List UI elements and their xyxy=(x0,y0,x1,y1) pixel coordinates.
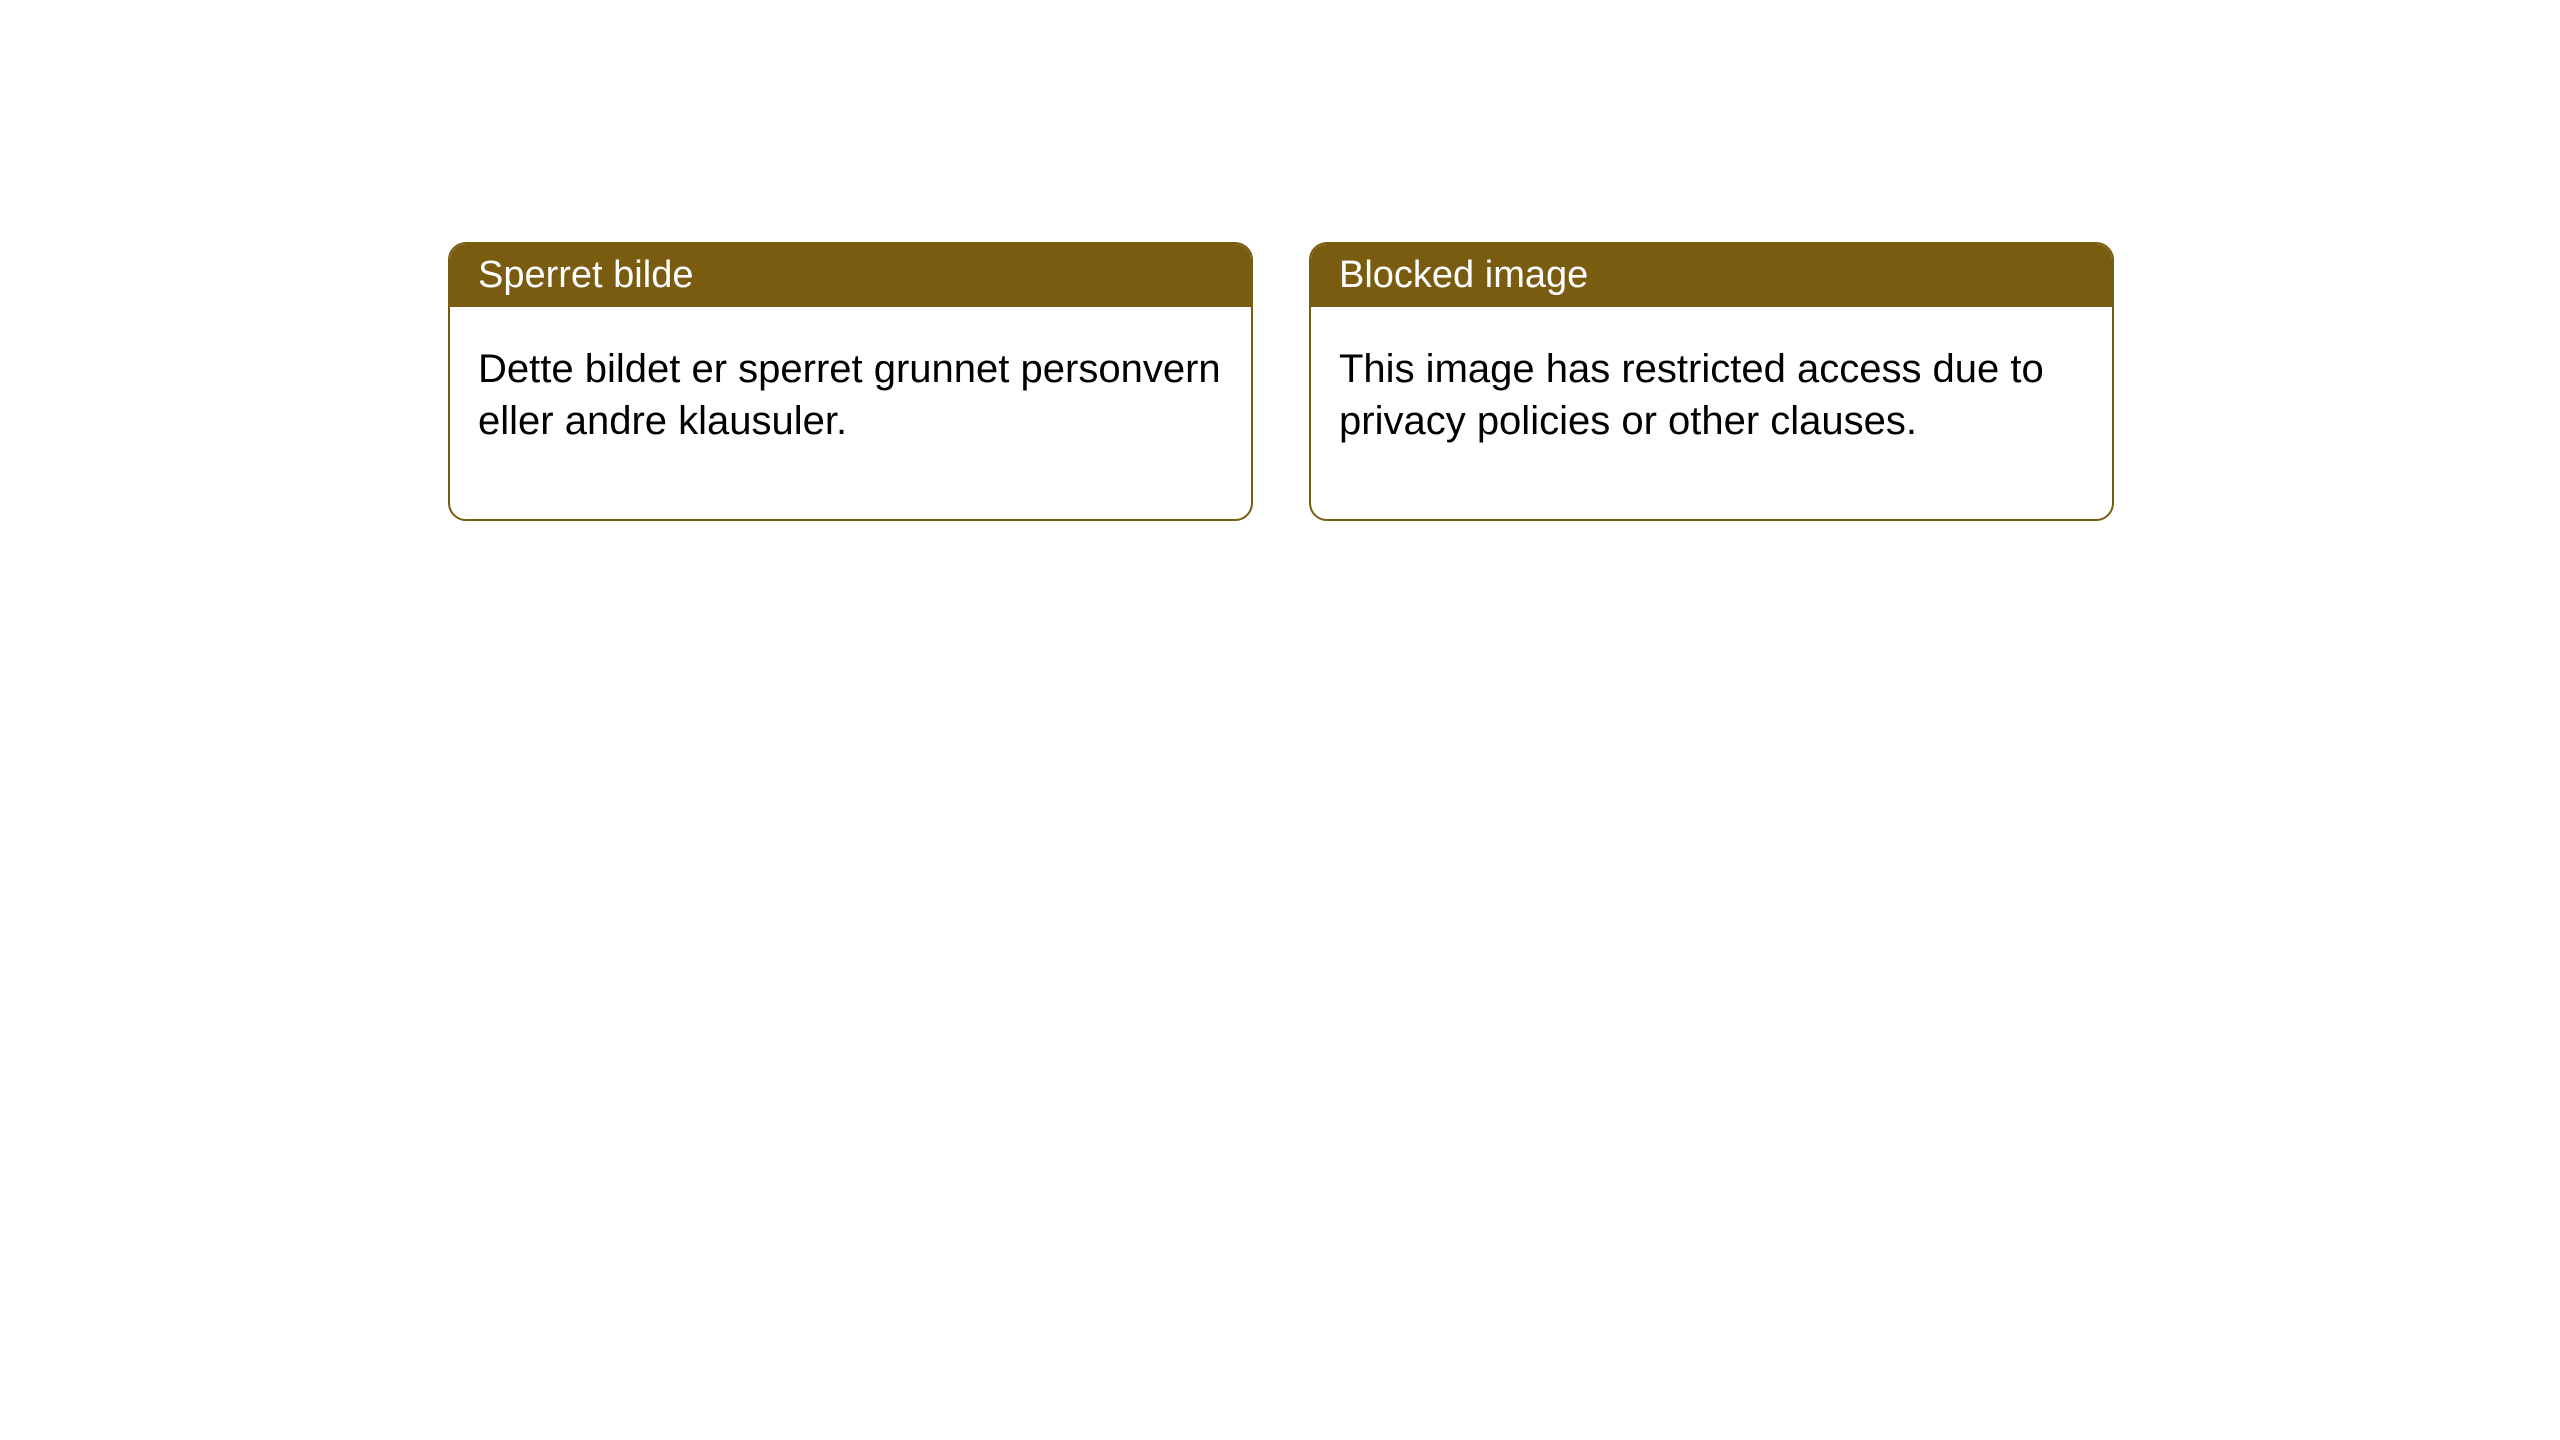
notice-container: Sperret bilde Dette bildet er sperret gr… xyxy=(0,0,2560,521)
notice-header: Blocked image xyxy=(1311,244,2112,307)
notice-card-english: Blocked image This image has restricted … xyxy=(1309,242,2114,521)
notice-body: Dette bildet er sperret grunnet personve… xyxy=(450,307,1251,519)
notice-header: Sperret bilde xyxy=(450,244,1251,307)
notice-body: This image has restricted access due to … xyxy=(1311,307,2112,519)
notice-card-norwegian: Sperret bilde Dette bildet er sperret gr… xyxy=(448,242,1253,521)
